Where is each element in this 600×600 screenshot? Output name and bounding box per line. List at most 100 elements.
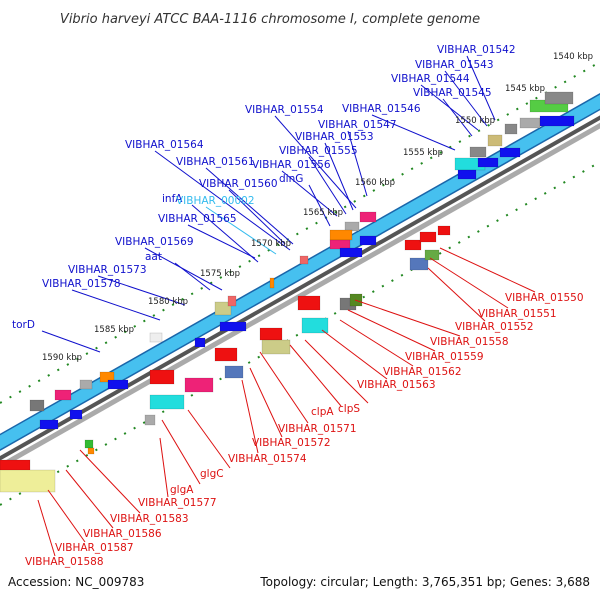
leader-line-aat xyxy=(174,262,211,291)
kbp-tick-label: 1585 kbp xyxy=(94,325,134,335)
kbp-tick-label: 1555 kbp xyxy=(403,148,443,158)
gene-feature xyxy=(519,117,541,129)
kbp-tick-label: 1575 kbp xyxy=(200,269,240,279)
gene-feature xyxy=(477,157,499,168)
gene-feature xyxy=(297,295,321,311)
gene-label-vibhar-01578: VIBHAR_01578 xyxy=(42,278,121,290)
gene-feature xyxy=(214,347,238,362)
gene-feature xyxy=(84,439,94,449)
leader-line-vibhar-01555 xyxy=(308,156,347,215)
leader-line-vibhar-01574 xyxy=(241,379,259,454)
gene-label-infa: infA xyxy=(162,193,183,205)
gene-label-aat: aat xyxy=(145,251,162,263)
gene-label-ding: dinG xyxy=(279,173,303,185)
kbp-tick-label: 1580 kbp xyxy=(148,297,188,307)
leader-line-vibhar-01577 xyxy=(159,437,169,498)
gene-feature xyxy=(344,221,360,232)
leader-line-glgc xyxy=(187,409,231,469)
gene-label-vibhar-01545: VIBHAR_01545 xyxy=(413,87,492,99)
gene-label-vibhar-01547: VIBHAR_01547 xyxy=(318,119,397,131)
leader-line-vibhar-01547 xyxy=(347,130,368,197)
gene-feature xyxy=(359,235,377,246)
label-leader-lines xyxy=(37,55,536,557)
leader-line-vibhar-01551 xyxy=(429,257,509,309)
gene-feature xyxy=(69,409,83,420)
gene-feature xyxy=(29,399,45,412)
leader-line-vibhar-01550 xyxy=(439,247,536,293)
gene-feature xyxy=(224,365,244,379)
gene-feature xyxy=(107,379,129,390)
gene-labels: VIBHAR_01542 VIBHAR_01543 VIBHAR_01544 VIBH… xyxy=(12,44,584,568)
gene-label-vibhar-01543: VIBHAR_01543 xyxy=(415,59,494,71)
leader-line-vibhar-01542 xyxy=(466,55,496,121)
gene-label-vibhar-01542: VIBHAR_01542 xyxy=(437,44,516,56)
leader-line-vibhar-01553 xyxy=(324,142,354,211)
kbp-tick-label: 1560 kbp xyxy=(355,178,395,188)
leader-line-vibhar-01543 xyxy=(444,70,488,127)
gene-label-vibhar-01553: VIBHAR_01553 xyxy=(295,131,374,143)
kbp-tick-label: 1570 kbp xyxy=(251,239,291,249)
gene-label-vibhar-01563: VIBHAR_01563 xyxy=(357,379,436,391)
gene-feature xyxy=(184,377,214,393)
leader-line-vibhar-01563 xyxy=(321,329,388,380)
leader-line-glga xyxy=(161,419,201,485)
accession-text: Accession: NC_009783 xyxy=(8,575,144,589)
gene-feature xyxy=(269,277,275,289)
gene-feature xyxy=(79,379,93,390)
gene-label-vibhar-01574: VIBHAR_01574 xyxy=(228,453,307,465)
gene-feature xyxy=(437,225,451,236)
gene-label-vibhar-01572: VIBHAR_01572 xyxy=(252,437,331,449)
gene-label-vibhar-01588: VIBHAR_01588 xyxy=(25,556,104,568)
gene-label-vibhar-01577: VIBHAR_01577 xyxy=(138,497,217,509)
gene-label-vibhar-01562: VIBHAR_01562 xyxy=(383,366,462,378)
kbp-tick-labels: 1540 kbp 1545 kbp 1550 kbp 1555 kbp 1560 kbp… xyxy=(42,52,593,363)
gene-feature xyxy=(149,369,175,385)
gene-label-vibhar-01561: VIBHAR_01561 xyxy=(176,156,255,168)
gene-label-glga: glgA xyxy=(170,484,194,496)
leader-line-clpa xyxy=(289,344,342,407)
leader-line-vibhar-01578 xyxy=(71,289,161,321)
gene-feature xyxy=(149,394,185,410)
leader-line-vibhar-01552 xyxy=(427,267,486,322)
leader-line-vibhar-01564 xyxy=(154,150,291,251)
leader-line-vibhar-01571 xyxy=(259,351,309,424)
gene-feature xyxy=(329,239,351,250)
gene-label-glgc: glgC xyxy=(200,468,224,480)
leader-line-vibhar-01546 xyxy=(371,114,456,151)
gene-label-vibhar-01587: VIBHAR_01587 xyxy=(55,542,134,554)
leader-line-vibhar-01562 xyxy=(339,319,414,367)
gene-label-vibhar-01564: VIBHAR_01564 xyxy=(125,139,204,151)
gene-feature xyxy=(424,249,440,261)
kbp-tick-label: 1545 kbp xyxy=(505,84,545,94)
gene-label-vibhar-01555: VIBHAR_01555 xyxy=(279,145,358,157)
leader-line-vibhar-01554 xyxy=(274,115,357,209)
gene-feature xyxy=(261,339,291,355)
leader-line-vibhar-01545 xyxy=(442,98,473,137)
gene-label-vibhar-01569: VIBHAR_01569 xyxy=(115,236,194,248)
leader-line-infa xyxy=(191,204,259,263)
gene-label-tord: torD xyxy=(12,319,35,331)
gene-label-vibhar-01550: VIBHAR_01550 xyxy=(505,292,584,304)
gene-feature xyxy=(301,317,329,334)
gene-label-vibhar-01544: VIBHAR_01544 xyxy=(391,73,470,85)
gene-feature xyxy=(419,231,437,243)
gene-feature xyxy=(359,211,377,223)
gene-feature xyxy=(499,147,521,158)
leader-line-vibhar-01560 xyxy=(228,189,286,245)
leader-line-vibhar-01587 xyxy=(47,489,86,543)
gene-label-vibhar-01554: VIBHAR_01554 xyxy=(245,104,324,116)
gene-feature xyxy=(54,389,72,401)
gene-feature xyxy=(539,115,575,127)
leader-line-vibhar-01583 xyxy=(79,449,141,514)
kbp-tick-label: 1540 kbp xyxy=(553,52,593,62)
genome-summary-text: Topology: circular; Length: 3,765,351 bp… xyxy=(259,575,590,589)
map-title: Vibrio harveyi ATCC BAA-1116 chromosome … xyxy=(60,12,480,27)
gene-label-vibhar-01583: VIBHAR_01583 xyxy=(110,513,189,525)
leader-line-vibhar-01573 xyxy=(97,275,186,306)
gene-label-vibhar-01551: VIBHAR_01551 xyxy=(478,308,557,320)
leader-line-clps xyxy=(304,339,369,404)
gene-label-vibhar-01552: VIBHAR_01552 xyxy=(455,321,534,333)
gene-label-vibhar-01586: VIBHAR_01586 xyxy=(83,528,162,540)
gene-label-vibhar-01560: VIBHAR_01560 xyxy=(199,178,278,190)
